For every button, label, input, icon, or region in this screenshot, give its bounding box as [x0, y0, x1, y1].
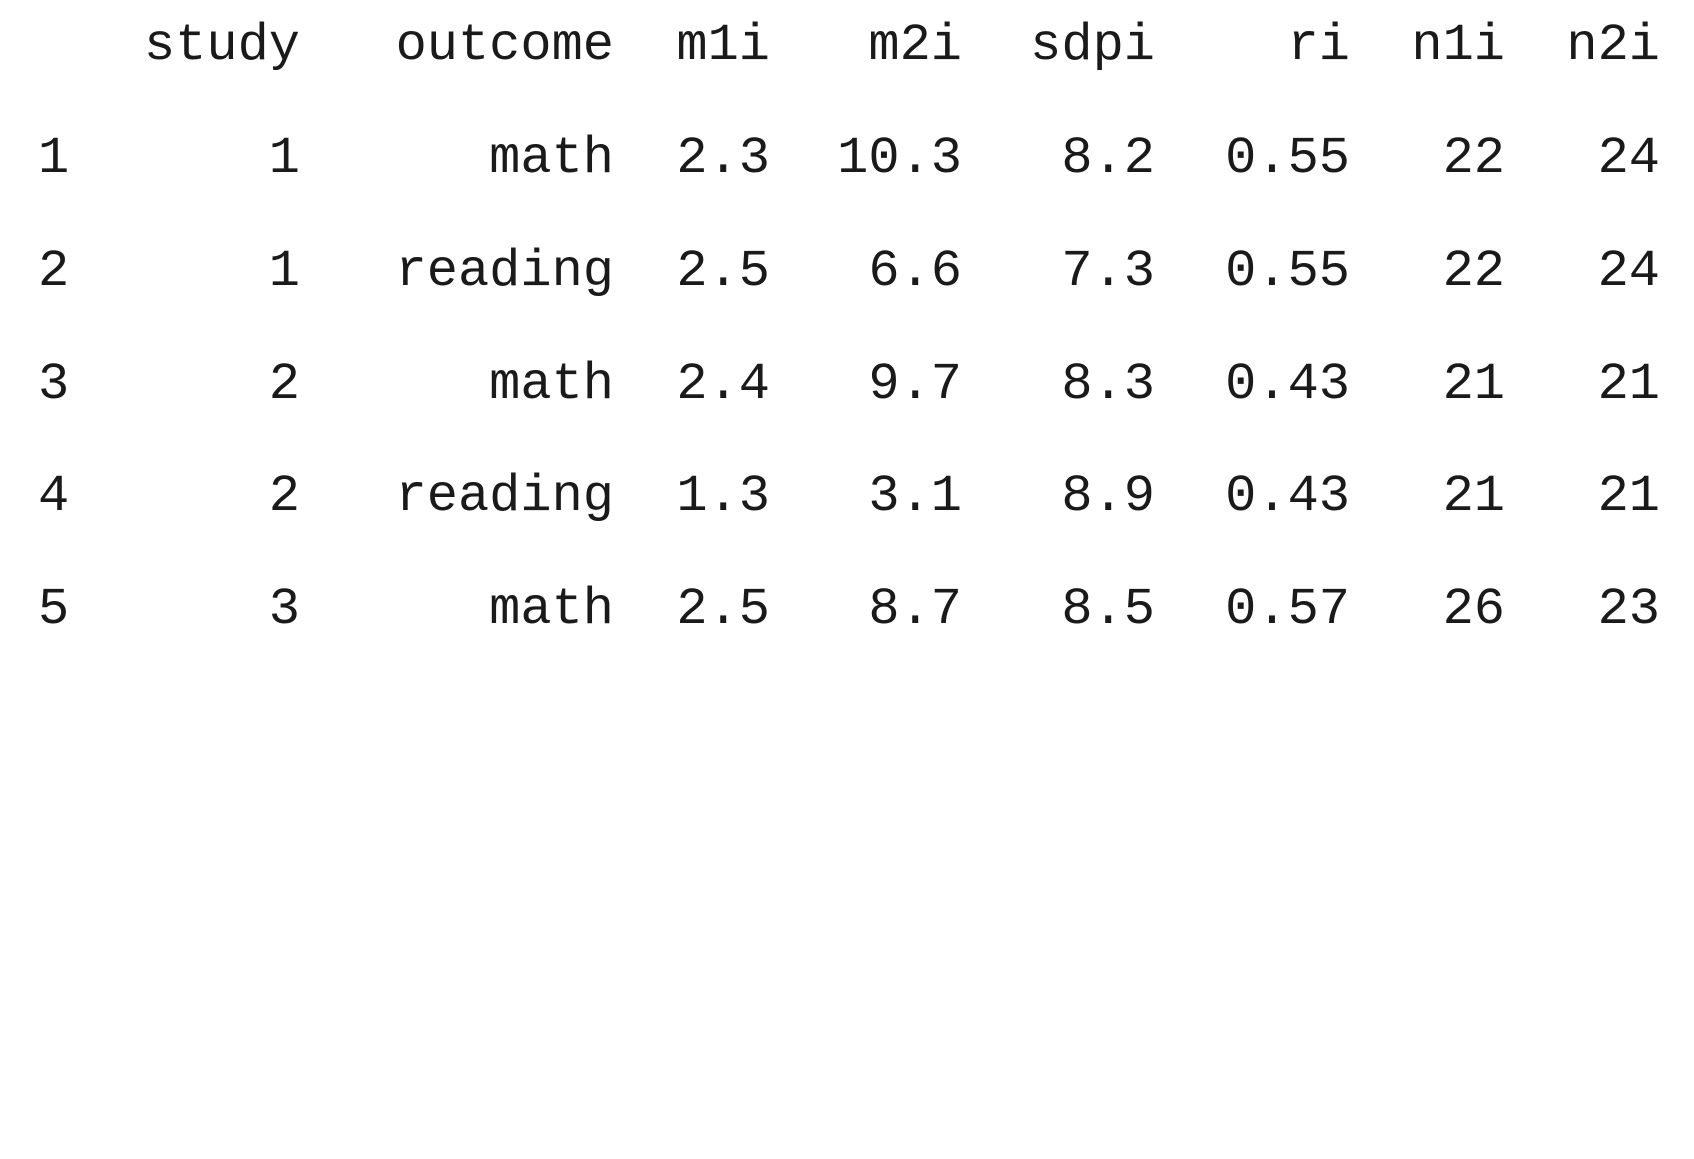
- column-header-m2i: m2i: [868, 16, 962, 75]
- cell-study: 1: [268, 129, 300, 188]
- cell-m2i: 6.6: [868, 242, 962, 301]
- cell-outcome: math: [489, 129, 614, 188]
- column-header-ri: ri: [1287, 16, 1350, 75]
- cell-m2i: 10.3: [837, 129, 962, 188]
- table-row: 2 1 reading 2.5 6.6 7.3 0.55 22 24: [0, 246, 1694, 316]
- column-header-m1i: m1i: [676, 16, 770, 75]
- cell-ri: 0.43: [1225, 355, 1350, 414]
- cell-m1i: 2.3: [676, 129, 770, 188]
- cell-m1i: 2.4: [676, 355, 770, 414]
- column-header-sdpi: sdpi: [1030, 16, 1155, 75]
- cell-ri: 0.57: [1225, 580, 1350, 639]
- cell-ri: 0.43: [1225, 467, 1350, 526]
- cell-outcome: reading: [395, 467, 614, 526]
- row-name: 4: [38, 467, 70, 526]
- column-header-n2i: n2i: [1566, 16, 1660, 75]
- cell-sdpi: 8.5: [1061, 580, 1155, 639]
- data-frame-output: study outcome m1i m2i sdpi ri n1i n2i 1 …: [0, 20, 1694, 654]
- cell-m1i: 1.3: [676, 467, 770, 526]
- cell-n2i: 21: [1597, 467, 1660, 526]
- cell-m2i: 3.1: [868, 467, 962, 526]
- cell-m1i: 2.5: [676, 580, 770, 639]
- table-row: 4 2 reading 1.3 3.1 8.9 0.43 21 21: [0, 471, 1694, 541]
- cell-study: 1: [268, 242, 300, 301]
- cell-ri: 0.55: [1225, 242, 1350, 301]
- cell-outcome: math: [489, 580, 614, 639]
- cell-m2i: 8.7: [868, 580, 962, 639]
- cell-n2i: 23: [1597, 580, 1660, 639]
- table-header-row: study outcome m1i m2i sdpi ri n1i n2i: [0, 20, 1694, 90]
- cell-n1i: 26: [1442, 580, 1505, 639]
- table-row: 3 2 math 2.4 9.7 8.3 0.43 21 21: [0, 359, 1694, 429]
- cell-study: 3: [268, 580, 300, 639]
- cell-n1i: 22: [1442, 129, 1505, 188]
- table-row: 1 1 math 2.3 10.3 8.2 0.55 22 24: [0, 133, 1694, 203]
- cell-m1i: 2.5: [676, 242, 770, 301]
- cell-sdpi: 8.2: [1061, 129, 1155, 188]
- cell-n1i: 22: [1442, 242, 1505, 301]
- cell-n1i: 21: [1442, 355, 1505, 414]
- column-header-outcome: outcome: [395, 16, 614, 75]
- cell-n2i: 24: [1597, 129, 1660, 188]
- cell-m2i: 9.7: [868, 355, 962, 414]
- cell-sdpi: 7.3: [1061, 242, 1155, 301]
- cell-n1i: 21: [1442, 467, 1505, 526]
- cell-n2i: 21: [1597, 355, 1660, 414]
- table-row: 5 3 math 2.5 8.7 8.5 0.57 26 23: [0, 584, 1694, 654]
- cell-sdpi: 8.9: [1061, 467, 1155, 526]
- column-header-study: study: [143, 16, 300, 75]
- row-name: 2: [38, 242, 70, 301]
- cell-outcome: math: [489, 355, 614, 414]
- row-name: 5: [38, 580, 70, 639]
- cell-study: 2: [268, 467, 300, 526]
- column-header-n1i: n1i: [1411, 16, 1505, 75]
- cell-study: 2: [268, 355, 300, 414]
- cell-sdpi: 8.3: [1061, 355, 1155, 414]
- cell-ri: 0.55: [1225, 129, 1350, 188]
- row-name: 3: [38, 355, 70, 414]
- cell-n2i: 24: [1597, 242, 1660, 301]
- cell-outcome: reading: [395, 242, 614, 301]
- row-name: 1: [38, 129, 70, 188]
